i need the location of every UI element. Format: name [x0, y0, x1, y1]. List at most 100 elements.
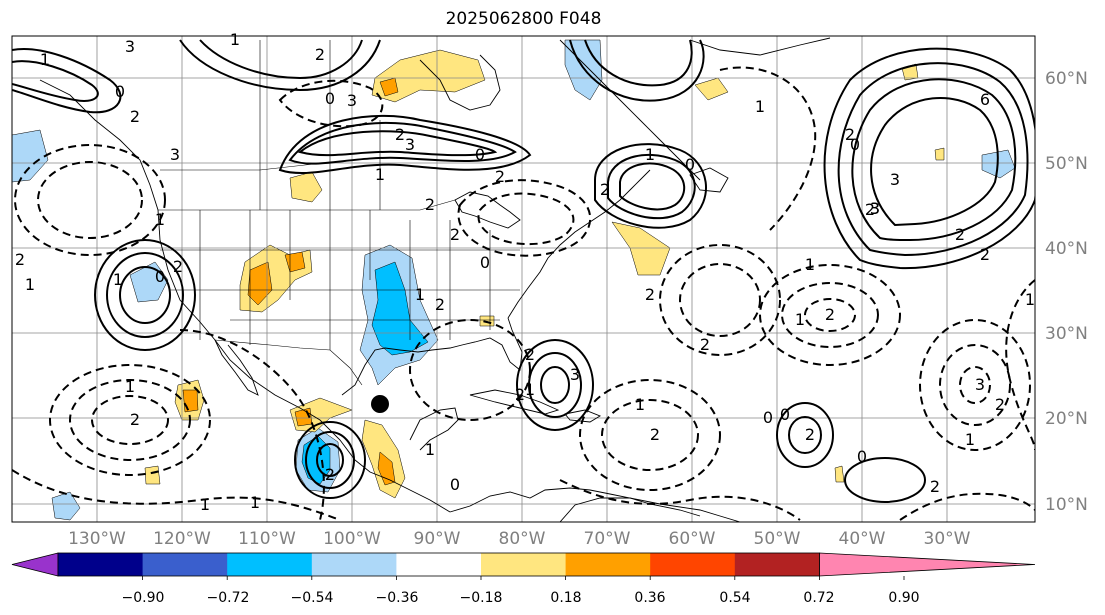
- lon-label: 110°W: [238, 529, 296, 549]
- shade-yellow: [834, 465, 845, 483]
- lon-label: 130°W: [68, 529, 126, 549]
- contour-low-pacific-nw: [37, 161, 143, 239]
- lon-label: 90°W: [414, 529, 461, 549]
- contour-label: 1: [155, 210, 165, 229]
- colorbar-extend-low: [11, 552, 59, 577]
- lat-label: 20°N: [1045, 409, 1088, 429]
- latitude-labels: 60°N 50°N 40°N 30°N 20°N 10°N: [1045, 69, 1088, 515]
- contour-label: 1: [415, 285, 425, 304]
- state-borders: [160, 210, 520, 350]
- contour-low-atlantic-c: [781, 282, 879, 348]
- lon-label: 40°W: [839, 529, 886, 549]
- shade-light-blue: [12, 129, 49, 183]
- contour-label: 0: [685, 155, 695, 174]
- colorbar-frame: [57, 552, 820, 577]
- lon-label: 30°W: [924, 529, 971, 549]
- contour-label: 0: [450, 475, 460, 494]
- contour-low-caribbean: [579, 379, 721, 491]
- contour-label: 2: [980, 245, 990, 264]
- contour-central-atlantic: [788, 416, 822, 454]
- contour-label: 2: [450, 225, 460, 244]
- lon-label: 120°W: [153, 529, 211, 549]
- contour-label: 2: [315, 45, 325, 64]
- contour-label: 3: [890, 170, 900, 189]
- labrador: [559, 39, 701, 181]
- contour-label: 1: [525, 380, 535, 399]
- contour-central-atlantic: [776, 402, 834, 468]
- political-borders: [158, 40, 520, 386]
- contour-high-pacific: [119, 266, 171, 324]
- colorbar-extend-high: [819, 552, 1036, 577]
- baja-coast: [214, 339, 259, 396]
- longitude-labels: 130°W 120°W 110°W 100°W 90°W 80°W 70°W 6…: [68, 529, 971, 549]
- contour-ridge-canada: [288, 121, 517, 165]
- map-frame: [11, 35, 1036, 523]
- contour-label: 0: [475, 145, 485, 164]
- contour-long-dash: [179, 329, 325, 521]
- lat-label: 60°N: [1045, 69, 1088, 89]
- contour-low-atlantic-w: [659, 244, 781, 356]
- contour-label: 2: [650, 425, 660, 444]
- shade-blue: [371, 261, 429, 356]
- contour-label: 1: [795, 310, 805, 329]
- shade-yellow: [371, 49, 486, 103]
- contour-label: 1: [25, 275, 35, 294]
- contour-east-tropical: [844, 457, 926, 503]
- contour-label: 1: [425, 440, 435, 459]
- contour-label: 0: [763, 408, 773, 427]
- contour-label: 3: [170, 145, 180, 164]
- contour-low-atlantic-c: [804, 298, 856, 332]
- shade-yellow: [144, 465, 161, 485]
- contour-high-pacific: [94, 239, 196, 351]
- colorbar-tick-label: −0.72: [207, 590, 250, 606]
- shade-yellow: [479, 315, 495, 327]
- colorbar-tick-label: −0.90: [122, 590, 165, 606]
- contour-label: 2: [845, 125, 855, 144]
- contour-mexico-pacific: [305, 431, 355, 489]
- contour-label: 2: [805, 425, 815, 444]
- colorbar-segment: [650, 553, 736, 576]
- contour-label: 2: [325, 465, 335, 484]
- lat-label: 10°N: [1045, 495, 1088, 515]
- contour-mexico-pacific: [294, 421, 366, 499]
- contour-label: 1: [200, 495, 210, 514]
- lon-label: 70°W: [584, 529, 631, 549]
- colorbar-segment: [58, 553, 144, 576]
- colorbar-tick-label: 0.36: [634, 590, 665, 606]
- contour-label: 2: [825, 305, 835, 324]
- contour-label: 3: [870, 199, 880, 218]
- contour-label: 2: [955, 225, 965, 244]
- contour-label: 3: [347, 91, 357, 110]
- contour-label: 2: [130, 107, 140, 126]
- colorbar-segment: [565, 553, 651, 576]
- contour-ridge-canada: [278, 114, 532, 175]
- contour-east-atlantic: [870, 97, 999, 227]
- contour-low-atlantic-e: [939, 344, 1011, 426]
- negative-contours: [12, 66, 1035, 521]
- colorbar-tick-label: 0.72: [803, 590, 834, 606]
- map-background: [12, 36, 1035, 522]
- contour-label: 0: [850, 135, 860, 154]
- colorbar-segment: [227, 553, 313, 576]
- contour-low-atlantic-e: [959, 366, 991, 404]
- contour-label: 1: [113, 270, 123, 289]
- contour-label: 0: [155, 267, 165, 286]
- shade-orange: [379, 77, 399, 97]
- contour-caribbean: [540, 366, 570, 404]
- contour-caribbean: [528, 352, 582, 418]
- contour-low-west: [91, 395, 169, 445]
- contour-atlantic-low: [594, 143, 707, 229]
- contour-label: 1: [125, 377, 135, 396]
- contour-label: 2: [395, 125, 405, 144]
- colorbar-tick-label: −0.36: [376, 590, 419, 606]
- contour-low-west: [69, 379, 191, 461]
- great-lakes: [454, 191, 521, 229]
- colorbar-segment: [396, 553, 482, 576]
- contour-ridge-nw: [179, 39, 381, 92]
- contour-label: 3: [870, 199, 880, 218]
- contour-label: 1: [1025, 290, 1035, 309]
- colorbar-tick-label: 0.90: [888, 590, 919, 606]
- contour-label: 1: [635, 395, 645, 414]
- map-title: 2025062800 F048: [445, 9, 602, 29]
